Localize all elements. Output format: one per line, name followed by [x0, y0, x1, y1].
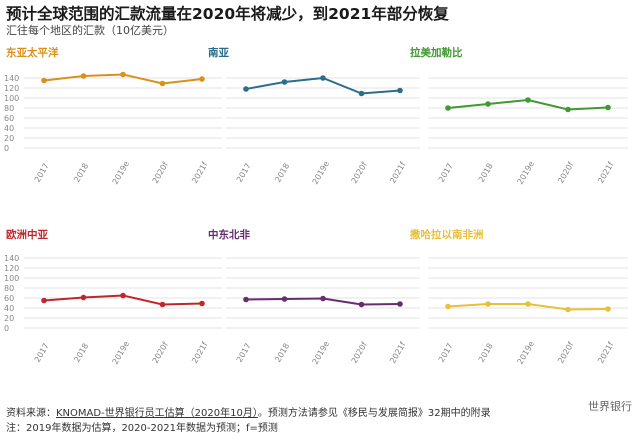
- source-link[interactable]: KNOMAD-世界银行员工估算（2020年10月）: [56, 408, 258, 419]
- x-tick-label: 2020f: [151, 160, 170, 185]
- x-tick-label: 2017: [33, 342, 51, 364]
- chart-subtitle: 汇往每个地区的汇款（10亿美元）: [6, 24, 174, 37]
- data-point: [80, 294, 87, 301]
- x-tick-label: 2021f: [190, 340, 209, 365]
- y-tick-label: 120: [4, 84, 19, 93]
- panel-title: 撒哈拉以南非洲: [410, 228, 484, 241]
- x-tick-label: 2017: [33, 162, 51, 184]
- x-tick-label: 2018: [72, 162, 90, 184]
- y-tick-label: 20: [4, 134, 14, 143]
- x-tick-label: 2019e: [516, 339, 536, 365]
- data-point: [605, 306, 611, 312]
- x-tick-label: 2017: [235, 342, 253, 364]
- data-point: [397, 301, 403, 307]
- x-tick-label: 2020f: [151, 340, 170, 365]
- x-tick-label: 2019e: [311, 339, 331, 365]
- panel-title: 东亚太平洋: [6, 46, 59, 59]
- x-tick-label: 2017: [437, 162, 455, 184]
- data-point: [41, 297, 47, 304]
- x-tick-label: 2021f: [596, 340, 615, 365]
- data-point: [320, 75, 326, 81]
- x-tick-label: 2017: [437, 342, 455, 364]
- x-tick-label: 2017: [235, 162, 253, 184]
- x-tick-label: 2019e: [111, 339, 131, 365]
- panel-title: 南亚: [208, 46, 229, 59]
- x-tick-label: 2021f: [596, 160, 615, 185]
- world-bank-logo: 世界银行: [588, 400, 632, 413]
- y-tick-label: 20: [4, 314, 14, 323]
- x-tick-label: 2020f: [350, 340, 369, 365]
- data-point: [320, 295, 326, 302]
- footnote: 注：2019年数据为估算，2020-2021年数据为预测；f=预测: [6, 423, 278, 434]
- data-point: [281, 296, 288, 302]
- x-tick-label: 2019e: [111, 159, 131, 185]
- source-note: 资料来源：KNOMAD-世界银行员工估算（2020年10月）。预测方法请参见《移…: [6, 404, 491, 419]
- data-point: [41, 77, 47, 84]
- y-tick-label: 0: [4, 324, 9, 333]
- x-tick-label: 2020f: [556, 340, 575, 365]
- data-point: [120, 71, 126, 78]
- data-point: [358, 301, 365, 308]
- x-tick-label: 2021f: [388, 160, 407, 185]
- y-tick-label: 100: [4, 94, 19, 103]
- y-tick-label: 120: [4, 264, 19, 273]
- data-point: [243, 86, 249, 92]
- panel-title: 拉美加勒比: [410, 46, 463, 59]
- y-tick-label: 80: [4, 284, 14, 293]
- data-point: [485, 301, 491, 307]
- y-tick-label: 40: [4, 304, 14, 313]
- data-point: [525, 301, 531, 307]
- x-tick-label: 2018: [72, 342, 90, 364]
- chart-title: 预计全球范围的汇款流量在2020年将减少，到2021年部分恢复: [6, 5, 449, 23]
- data-point: [605, 104, 611, 111]
- data-point: [525, 97, 531, 103]
- x-tick-label: 2021f: [190, 160, 209, 185]
- y-tick-label: 0: [4, 144, 9, 153]
- panel-title: 中东北非: [208, 228, 250, 241]
- x-tick-label: 2020f: [556, 160, 575, 185]
- x-tick-label: 2020f: [350, 160, 369, 185]
- data-point: [397, 87, 403, 94]
- x-tick-label: 2018: [273, 162, 291, 184]
- x-tick-label: 2019e: [311, 159, 331, 185]
- x-tick-label: 2018: [273, 342, 291, 364]
- data-point: [120, 292, 126, 299]
- data-point: [159, 80, 166, 87]
- data-point: [281, 79, 288, 85]
- y-tick-label: 80: [4, 104, 14, 113]
- y-tick-label: 140: [4, 254, 19, 263]
- x-tick-label: 2018: [477, 342, 495, 364]
- data-point: [199, 76, 205, 82]
- data-point: [243, 296, 249, 303]
- data-point: [565, 106, 571, 113]
- x-tick-label: 2019e: [516, 159, 536, 185]
- panel-title: 欧洲中亚: [6, 228, 48, 241]
- data-point: [159, 301, 166, 308]
- data-point: [445, 303, 451, 310]
- y-tick-label: 140: [4, 74, 19, 83]
- data-point: [199, 300, 205, 307]
- x-tick-label: 2021f: [388, 340, 407, 365]
- y-tick-label: 100: [4, 274, 19, 283]
- data-point: [485, 101, 491, 107]
- source-rest: 。预测方法请参见《移民与发展简报》32期中的附录: [257, 408, 491, 419]
- source-prefix: 资料来源：: [6, 408, 56, 419]
- data-point: [358, 90, 365, 97]
- y-tick-label: 60: [4, 114, 14, 123]
- x-tick-label: 2018: [477, 162, 495, 184]
- data-point: [445, 105, 451, 111]
- y-tick-label: 40: [4, 124, 14, 133]
- y-tick-label: 60: [4, 294, 14, 303]
- data-point: [565, 306, 571, 313]
- data-point: [80, 73, 87, 79]
